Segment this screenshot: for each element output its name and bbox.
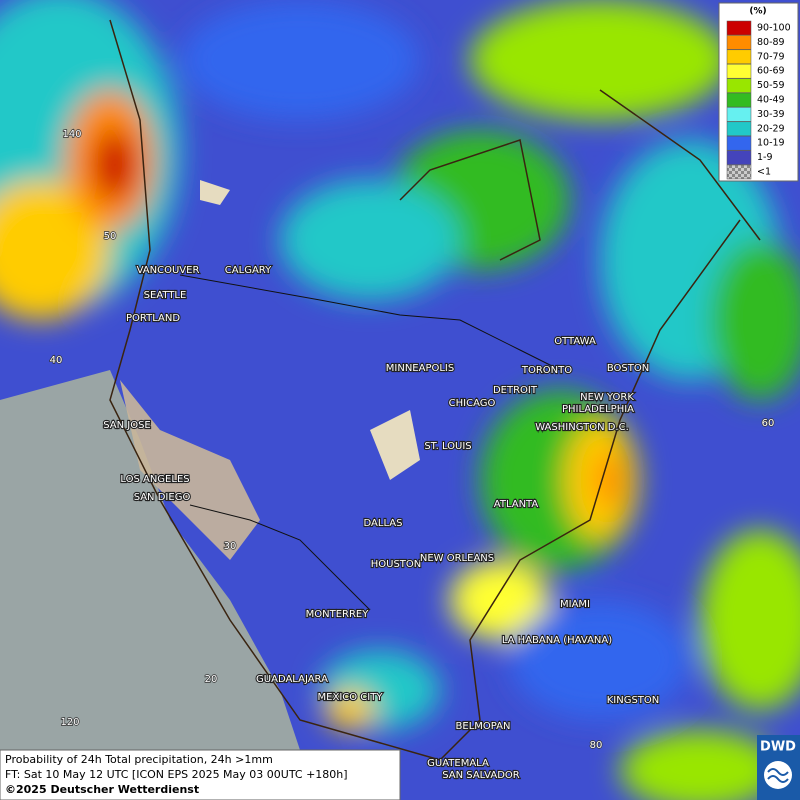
legend-swatch [726,150,752,165]
city-label: KINGSTON [607,695,660,706]
legend-swatch [726,49,752,65]
city-label: DALLAS [364,518,403,529]
graticule-label: 30 [224,541,237,552]
city-label: MINNEAPOLIS [386,363,454,374]
city-label: BOSTON [607,363,649,374]
legend-label: <1 [757,167,771,178]
city-label: WASHINGTON D.C. [535,422,629,433]
city-label: ATLANTA [494,499,539,510]
city-label: LOS ANGELES [120,474,189,485]
city-label: GUADALAJARA [256,674,328,685]
city-label: NEW ORLEANS [420,553,494,564]
city-label: SEATTLE [144,290,187,301]
city-label: GUATEMALA [427,758,489,769]
caption: Probability of 24h Total precipitation, … [0,749,401,800]
legend-label: 30-39 [757,109,785,120]
legend-swatch [726,121,752,137]
legend-label: 80-89 [757,37,785,48]
legend-swatch [726,35,752,50]
city-label: HOUSTON [371,559,422,570]
city-label: CHICAGO [449,398,496,409]
city-label: ST. LOUIS [424,441,471,452]
logo: DWD [757,735,800,800]
city-labels: VANCOUVER CALGARY SEATTLE PORTLAND SAN JOSE L… [102,264,660,782]
legend-swatch [726,20,752,36]
graticule-label: 50 [104,231,117,242]
city-label: SAN SALVADOR [442,770,519,781]
logo-text: DWD [760,740,796,755]
city-label: VANCOUVER [137,265,200,276]
legend-label: 60-69 [757,66,785,77]
caption-line: Probability of 24h Total precipitation, … [5,753,273,766]
legend-label: 40-49 [757,95,785,106]
legend-label: 90-100 [757,23,791,34]
legend-label: 1-9 [757,152,773,163]
city-label: MEXICO CITY [318,692,384,703]
city-label: BELMOPAN [456,721,511,732]
caption-line: ©2025 Deutscher Wetterdienst [5,783,199,796]
legend-swatch [726,135,752,151]
city-label: SAN JOSE [103,420,151,431]
legend-swatch [726,107,752,122]
caption-box [0,749,401,800]
city-label: NEW YORK [580,392,634,403]
graticule-label: 20 [205,674,218,685]
legend-label: 70-79 [757,51,785,62]
legend-label: 50-59 [757,80,785,91]
city-label: PORTLAND [126,313,180,324]
city-label: MONTERREY [306,609,370,620]
legend-swatch [726,92,752,108]
graticule-label: 140 [62,129,81,140]
caption-line: FT: Sat 10 May 12 UTC [ICON EPS 2025 May… [5,768,348,781]
legend-label: 10-19 [757,138,785,149]
city-label: MIAMI [560,599,590,610]
legend-swatch [726,78,752,93]
legend-swatch [726,164,752,180]
legend-title: (%) [749,7,766,17]
graticule-label: 60 [762,418,775,429]
city-label: DETROIT [493,385,538,396]
logo-icon [764,761,792,789]
city-label: TORONTO [521,365,572,376]
legend: (%) 90-100 80-89 70-79 60-69 50-59 40-49 30-39… [718,2,799,182]
graticule-label: 40 [50,355,63,366]
city-label: SAN DIEGO [134,492,191,503]
graticule-label: 120 [60,717,79,728]
graticule-label: 80 [590,740,603,751]
city-label: LA HABANA (HAVANA) [502,635,612,646]
graticule-labels: 140 50 40 60 30 20 120 80 [49,128,775,752]
legend-label: 20-29 [757,123,785,134]
legend-swatch [726,63,752,79]
city-label: PHILADELPHIA [562,404,634,415]
city-label: OTTAWA [554,336,596,347]
city-label: CALGARY [225,265,272,276]
